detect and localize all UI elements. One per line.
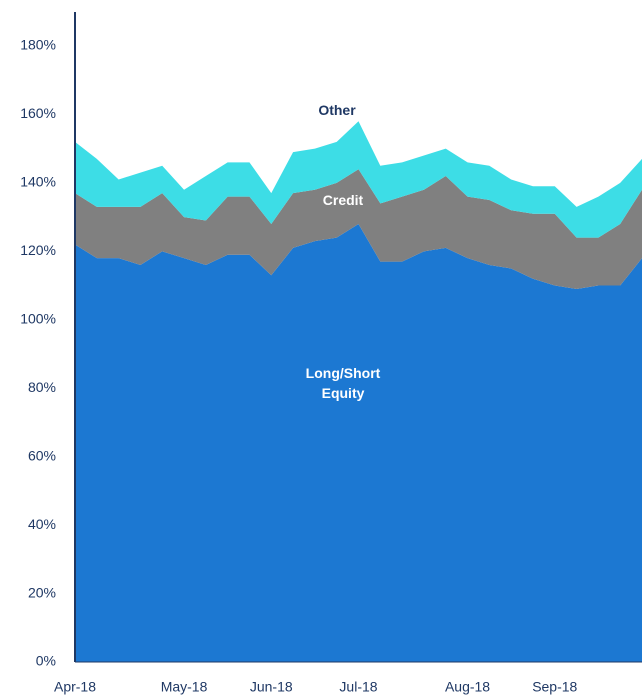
y-tick-label: 80% <box>28 379 56 395</box>
series-label: Other <box>318 102 356 118</box>
x-tick-label: Jul-18 <box>339 679 377 695</box>
x-tick-label: Jun-18 <box>250 679 293 695</box>
y-tick-label: 20% <box>28 584 56 600</box>
y-tick-label: 180% <box>20 37 56 53</box>
area <box>75 121 642 238</box>
y-tick-label: 100% <box>20 310 56 326</box>
y-tick-label: 120% <box>20 242 56 258</box>
x-tick-label: Apr-18 <box>54 679 96 695</box>
y-tick-label: 140% <box>20 174 56 190</box>
series-label: Credit <box>322 192 364 208</box>
x-tick-label: Sep-18 <box>532 679 577 695</box>
y-tick-label: 60% <box>28 447 56 463</box>
y-tick-label: 160% <box>20 105 56 121</box>
y-tick-label: 0% <box>36 653 56 669</box>
x-tick-label: Aug-18 <box>445 679 490 695</box>
area <box>75 169 642 289</box>
area <box>75 223 642 662</box>
x-tick-label: May-18 <box>161 679 208 695</box>
y-tick-label: 40% <box>28 516 56 532</box>
series-label: Long/Short Equity <box>305 365 381 401</box>
